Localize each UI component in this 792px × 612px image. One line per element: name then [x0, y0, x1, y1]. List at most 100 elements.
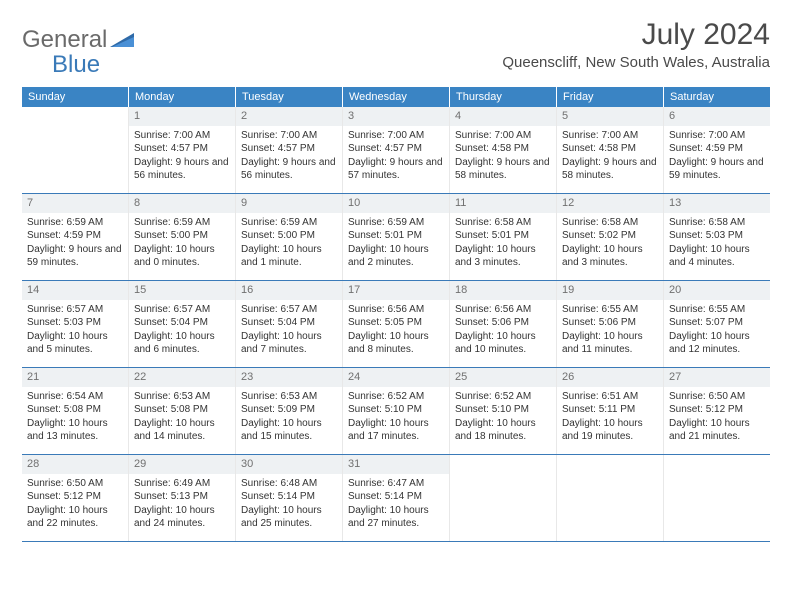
day-number: 16 [236, 281, 342, 300]
title-block: July 2024 Queenscliff, New South Wales, … [502, 18, 770, 71]
calendar-day-cell: 13Sunrise: 6:58 AMSunset: 5:03 PMDayligh… [664, 194, 770, 280]
day-number: 19 [557, 281, 663, 300]
weeks-container: .1Sunrise: 7:00 AMSunset: 4:57 PMDayligh… [22, 107, 770, 542]
sunrise-line: Sunrise: 6:57 AM [134, 303, 230, 317]
month-title: July 2024 [502, 18, 770, 52]
day-number: 12 [557, 194, 663, 213]
sunset-line: Sunset: 5:09 PM [241, 403, 337, 417]
sunset-line: Sunset: 5:04 PM [241, 316, 337, 330]
weekday-header: Monday [129, 87, 236, 107]
day-number: 4 [450, 107, 556, 126]
sunrise-line: Sunrise: 6:59 AM [27, 216, 123, 230]
day-number: 25 [450, 368, 556, 387]
sunrise-line: Sunrise: 6:47 AM [348, 477, 444, 491]
day-number: 29 [129, 455, 235, 474]
weekday-header: Saturday [664, 87, 770, 107]
sunrise-line: Sunrise: 7:00 AM [241, 129, 337, 143]
day-number: 27 [664, 368, 770, 387]
day-number: 13 [664, 194, 770, 213]
sunrise-line: Sunrise: 6:54 AM [27, 390, 123, 404]
sunset-line: Sunset: 5:00 PM [241, 229, 337, 243]
sunrise-line: Sunrise: 6:57 AM [27, 303, 123, 317]
day-number: 20 [664, 281, 770, 300]
calendar-day-cell: 1Sunrise: 7:00 AMSunset: 4:57 PMDaylight… [129, 107, 236, 193]
calendar-day-cell: 26Sunrise: 6:51 AMSunset: 5:11 PMDayligh… [557, 368, 664, 454]
calendar-day-cell: 25Sunrise: 6:52 AMSunset: 5:10 PMDayligh… [450, 368, 557, 454]
calendar-day-cell: 3 Sunrise: 7:00 AMSunset: 4:57 PMDaylight… [343, 107, 450, 193]
sunset-line: Sunset: 5:02 PM [562, 229, 658, 243]
daylight-line: Daylight: 10 hours and 2 minutes. [348, 243, 444, 270]
sunset-line: Sunset: 5:11 PM [562, 403, 658, 417]
calendar-page: General July 2024 Queenscliff, New South… [0, 0, 792, 542]
calendar-day-cell: 18Sunrise: 6:56 AMSunset: 5:06 PMDayligh… [450, 281, 557, 367]
calendar-day-cell: 28Sunrise: 6:50 AMSunset: 5:12 PMDayligh… [22, 455, 129, 541]
sunrise-line: Sunrise: 6:55 AM [562, 303, 658, 317]
calendar-day-cell: 8Sunrise: 6:59 AMSunset: 5:00 PMDaylight… [129, 194, 236, 280]
sunset-line: Sunset: 4:59 PM [669, 142, 765, 156]
sunrise-line: Sunrise: 6:53 AM [134, 390, 230, 404]
sunset-line: Sunset: 5:00 PM [134, 229, 230, 243]
brand-part2: Blue [52, 51, 100, 79]
sunrise-line: Sunrise: 6:50 AM [669, 390, 765, 404]
day-number: 2 [236, 107, 342, 126]
daylight-line: Daylight: 10 hours and 12 minutes. [669, 330, 765, 357]
daylight-line: Daylight: 10 hours and 3 minutes. [455, 243, 551, 270]
weekday-header: Tuesday [236, 87, 343, 107]
sunrise-line: Sunrise: 6:50 AM [27, 477, 123, 491]
day-number: 17 [343, 281, 449, 300]
sunset-line: Sunset: 4:57 PM [348, 142, 444, 156]
calendar-day-cell: 14Sunrise: 6:57 AMSunset: 5:03 PMDayligh… [22, 281, 129, 367]
day-number: 14 [22, 281, 128, 300]
calendar-week: 14Sunrise: 6:57 AMSunset: 5:03 PMDayligh… [22, 281, 770, 368]
sunset-line: Sunset: 5:06 PM [562, 316, 658, 330]
daylight-line: Daylight: 10 hours and 15 minutes. [241, 417, 337, 444]
daylight-line: Daylight: 9 hours and 58 minutes. [562, 156, 658, 183]
day-number: 21 [22, 368, 128, 387]
daylight-line: Daylight: 10 hours and 6 minutes. [134, 330, 230, 357]
daylight-line: Daylight: 9 hours and 56 minutes. [134, 156, 230, 183]
sunset-line: Sunset: 5:12 PM [669, 403, 765, 417]
sunrise-line: Sunrise: 6:48 AM [241, 477, 337, 491]
daylight-line: Daylight: 10 hours and 19 minutes. [562, 417, 658, 444]
daylight-line: Daylight: 10 hours and 27 minutes. [348, 504, 444, 531]
daylight-line: Daylight: 9 hours and 59 minutes. [27, 243, 123, 270]
sunset-line: Sunset: 5:08 PM [134, 403, 230, 417]
sunset-line: Sunset: 5:01 PM [348, 229, 444, 243]
sunset-line: Sunset: 5:06 PM [455, 316, 551, 330]
calendar-day-cell: . [664, 455, 770, 541]
logo-triangle-icon [110, 31, 136, 49]
sunset-line: Sunset: 5:01 PM [455, 229, 551, 243]
sunset-line: Sunset: 4:59 PM [27, 229, 123, 243]
brand-logo: General [22, 18, 136, 54]
calendar-week: 21 Sunrise: 6:54 AM Sunset: 5:08 PM Dayligh… [22, 368, 770, 455]
day-number: 9 [236, 194, 342, 213]
calendar-day-cell: 22Sunrise: 6:53 AMSunset: 5:08 PMDayligh… [129, 368, 236, 454]
calendar-day-cell: 7Sunrise: 6:59 AMSunset: 4:59 PMDaylight… [22, 194, 129, 280]
day-number: 31 [343, 455, 449, 474]
weekday-header: Friday [557, 87, 664, 107]
sunrise-line: Sunrise: 6:52 AM [348, 390, 444, 404]
day-number: 3 [343, 107, 449, 126]
weekday-header: Thursday [450, 87, 557, 107]
calendar-week: 28Sunrise: 6:50 AMSunset: 5:12 PMDayligh… [22, 455, 770, 542]
sunset-line: Sunset: 5:10 PM [348, 403, 444, 417]
sunrise-line: Sunrise: 6:59 AM [134, 216, 230, 230]
calendar-day-cell: 15Sunrise: 6:57 AMSunset: 5:04 PMDayligh… [129, 281, 236, 367]
daylight-line: Daylight: 10 hours and 8 minutes. [348, 330, 444, 357]
calendar-day-cell: 9Sunrise: 6:59 AMSunset: 5:00 PMDaylight… [236, 194, 343, 280]
calendar-day-cell: 16Sunrise: 6:57 AMSunset: 5:04 PMDayligh… [236, 281, 343, 367]
calendar-day-cell: . [22, 107, 129, 193]
sunset-line: Sunset: 4:57 PM [241, 142, 337, 156]
daylight-line: Daylight: 9 hours and 57 minutes. [348, 156, 444, 183]
calendar-day-cell: 29Sunrise: 6:49 AMSunset: 5:13 PMDayligh… [129, 455, 236, 541]
sunrise-line: Sunrise: 7:00 AM [455, 129, 551, 143]
calendar-grid: Sunday Monday Tuesday Wednesday Thursday… [22, 87, 770, 542]
calendar-day-cell: 23Sunrise: 6:53 AMSunset: 5:09 PMDayligh… [236, 368, 343, 454]
daylight-line: Daylight: 10 hours and 21 minutes. [669, 417, 765, 444]
calendar-week: .1Sunrise: 7:00 AMSunset: 4:57 PMDayligh… [22, 107, 770, 194]
daylight-line: Daylight: 10 hours and 18 minutes. [455, 417, 551, 444]
calendar-day-cell: 5Sunrise: 7:00 AMSunset: 4:58 PMDaylight… [557, 107, 664, 193]
calendar-day-cell: 27 Sunrise: 6:50 AMSunset: 5:12 PMDayligh… [664, 368, 770, 454]
sunrise-line: Sunrise: 7:00 AM [348, 129, 444, 143]
calendar-day-cell: . [557, 455, 664, 541]
